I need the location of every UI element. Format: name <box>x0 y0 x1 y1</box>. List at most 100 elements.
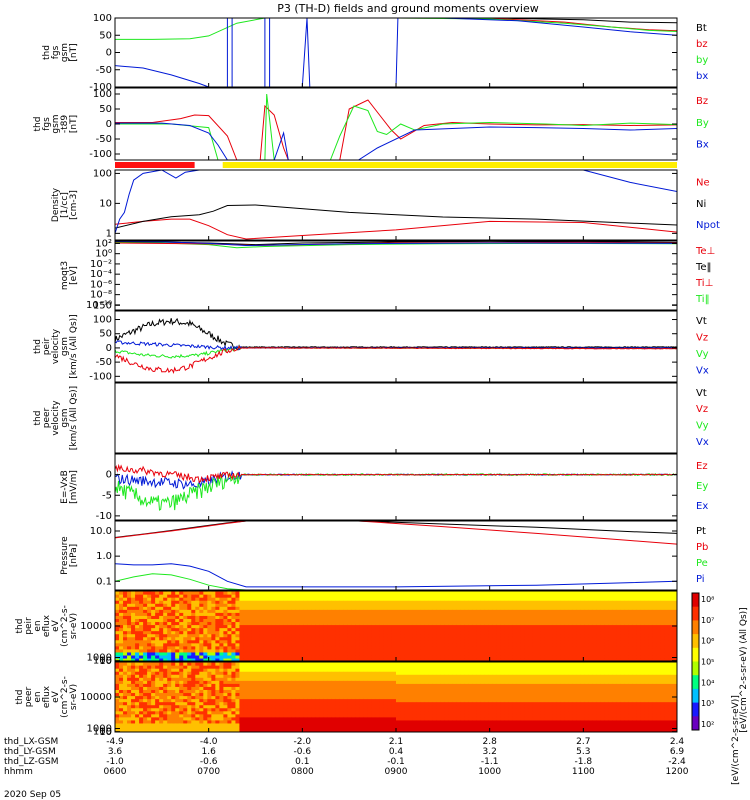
heatmap-cell <box>131 698 136 703</box>
heatmap-cell <box>235 591 241 595</box>
heatmap-cell <box>235 651 241 656</box>
heatmap-cell <box>307 658 313 661</box>
heatmap-cell <box>119 639 124 644</box>
heatmap-cell <box>339 606 345 610</box>
heatmap-cell <box>331 729 337 732</box>
heatmap-cell <box>536 603 542 607</box>
heatmap-cell <box>311 695 317 700</box>
heatmap-cell <box>516 624 522 629</box>
heatmap-cell <box>219 597 224 601</box>
heatmap-cell <box>616 636 622 641</box>
y-tick-label: 0 <box>106 343 112 354</box>
heatmap-cell <box>476 621 481 626</box>
heatmap-cell <box>339 651 345 656</box>
heatmap-cell <box>568 603 574 607</box>
heatmap-cell <box>147 716 152 721</box>
heatmap-cell <box>331 639 337 644</box>
heatmap-cell <box>375 655 381 659</box>
heatmap-cell <box>668 597 674 601</box>
heatmap-cell <box>488 651 493 656</box>
heatmap-cell <box>576 612 582 616</box>
heatmap-cell <box>520 636 526 641</box>
heatmap-cell <box>163 655 168 659</box>
heatmap-cell <box>436 606 441 610</box>
heatmap-cell <box>207 621 212 626</box>
heatmap-cell <box>203 655 208 659</box>
heatmap-cell <box>576 630 582 635</box>
heatmap-cell <box>199 648 204 653</box>
heatmap-cell <box>315 689 321 694</box>
heatmap-cell <box>163 689 168 694</box>
heatmap-cell <box>203 615 208 619</box>
heatmap-cell <box>323 671 329 675</box>
heatmap-cell <box>231 651 237 656</box>
heatmap-cell <box>540 624 546 629</box>
heatmap-cell <box>608 648 614 653</box>
heatmap-cell <box>416 645 421 650</box>
heatmap-cell <box>400 594 405 598</box>
heatmap-cell <box>227 594 233 598</box>
heatmap-cell <box>351 603 357 607</box>
heatmap-cell <box>508 603 514 607</box>
heatmap-cell <box>568 627 574 632</box>
heatmap-cell <box>359 624 365 629</box>
heatmap-cell <box>323 651 329 656</box>
heatmap-cell <box>319 603 325 607</box>
heatmap-cell <box>504 612 509 616</box>
heatmap-cell <box>371 651 377 656</box>
heatmap-cell <box>255 726 261 730</box>
heatmap-cell <box>524 606 530 610</box>
heatmap-cell <box>255 701 261 706</box>
heatmap-cell <box>404 627 409 632</box>
heatmap-cell <box>299 639 305 644</box>
heatmap-cell <box>484 591 489 595</box>
heatmap-cell <box>424 621 429 626</box>
heatmap-cell <box>319 665 325 669</box>
heatmap-cell <box>207 612 212 616</box>
heatmap-cell <box>383 612 389 616</box>
heatmap-cell <box>187 618 192 623</box>
heatmap-cell <box>251 719 257 724</box>
heatmap-cell <box>267 609 273 613</box>
heatmap-cell <box>231 612 237 616</box>
heatmap-cell <box>239 597 245 601</box>
heatmap-cell <box>476 627 481 632</box>
heatmap-cell <box>203 722 208 727</box>
heatmap-cell <box>251 648 257 653</box>
heatmap-cell <box>424 609 429 613</box>
heatmap-cell <box>319 639 325 644</box>
heatmap-cell <box>492 609 497 613</box>
heatmap-cell <box>620 651 626 656</box>
heatmap-cell <box>135 597 140 601</box>
heatmap-cell <box>183 671 188 675</box>
heatmap-cell <box>155 606 160 610</box>
heatmap-cell <box>488 627 493 632</box>
heatmap-cell <box>227 716 233 721</box>
heatmap-cell <box>323 630 329 635</box>
heatmap-cell <box>295 624 301 629</box>
heatmap-cell <box>275 698 281 703</box>
heatmap-cell <box>331 636 337 641</box>
heatmap-cell <box>323 591 329 595</box>
heatmap-cell <box>664 612 670 616</box>
heatmap-cell <box>347 594 353 598</box>
heatmap-cell <box>656 627 662 632</box>
heatmap-cell <box>408 655 413 659</box>
heatmap-cell <box>468 624 473 629</box>
heatmap-cell <box>576 642 582 647</box>
heatmap-cell <box>652 636 658 641</box>
heatmap-cell <box>612 600 618 604</box>
heatmap-cell <box>572 606 578 610</box>
heatmap-cell <box>648 645 654 650</box>
heatmap-cell <box>656 636 662 641</box>
heatmap-cell <box>444 633 449 638</box>
heatmap-cell <box>347 658 353 661</box>
heatmap-cell <box>115 633 120 638</box>
heatmap-cell <box>632 645 638 650</box>
heatmap-cell <box>215 594 220 598</box>
heatmap-cell <box>464 648 469 653</box>
heatmap-cell <box>295 710 301 715</box>
heatmap-cell <box>167 704 172 709</box>
heatmap-cell <box>179 642 184 647</box>
heatmap-cell <box>163 704 168 709</box>
